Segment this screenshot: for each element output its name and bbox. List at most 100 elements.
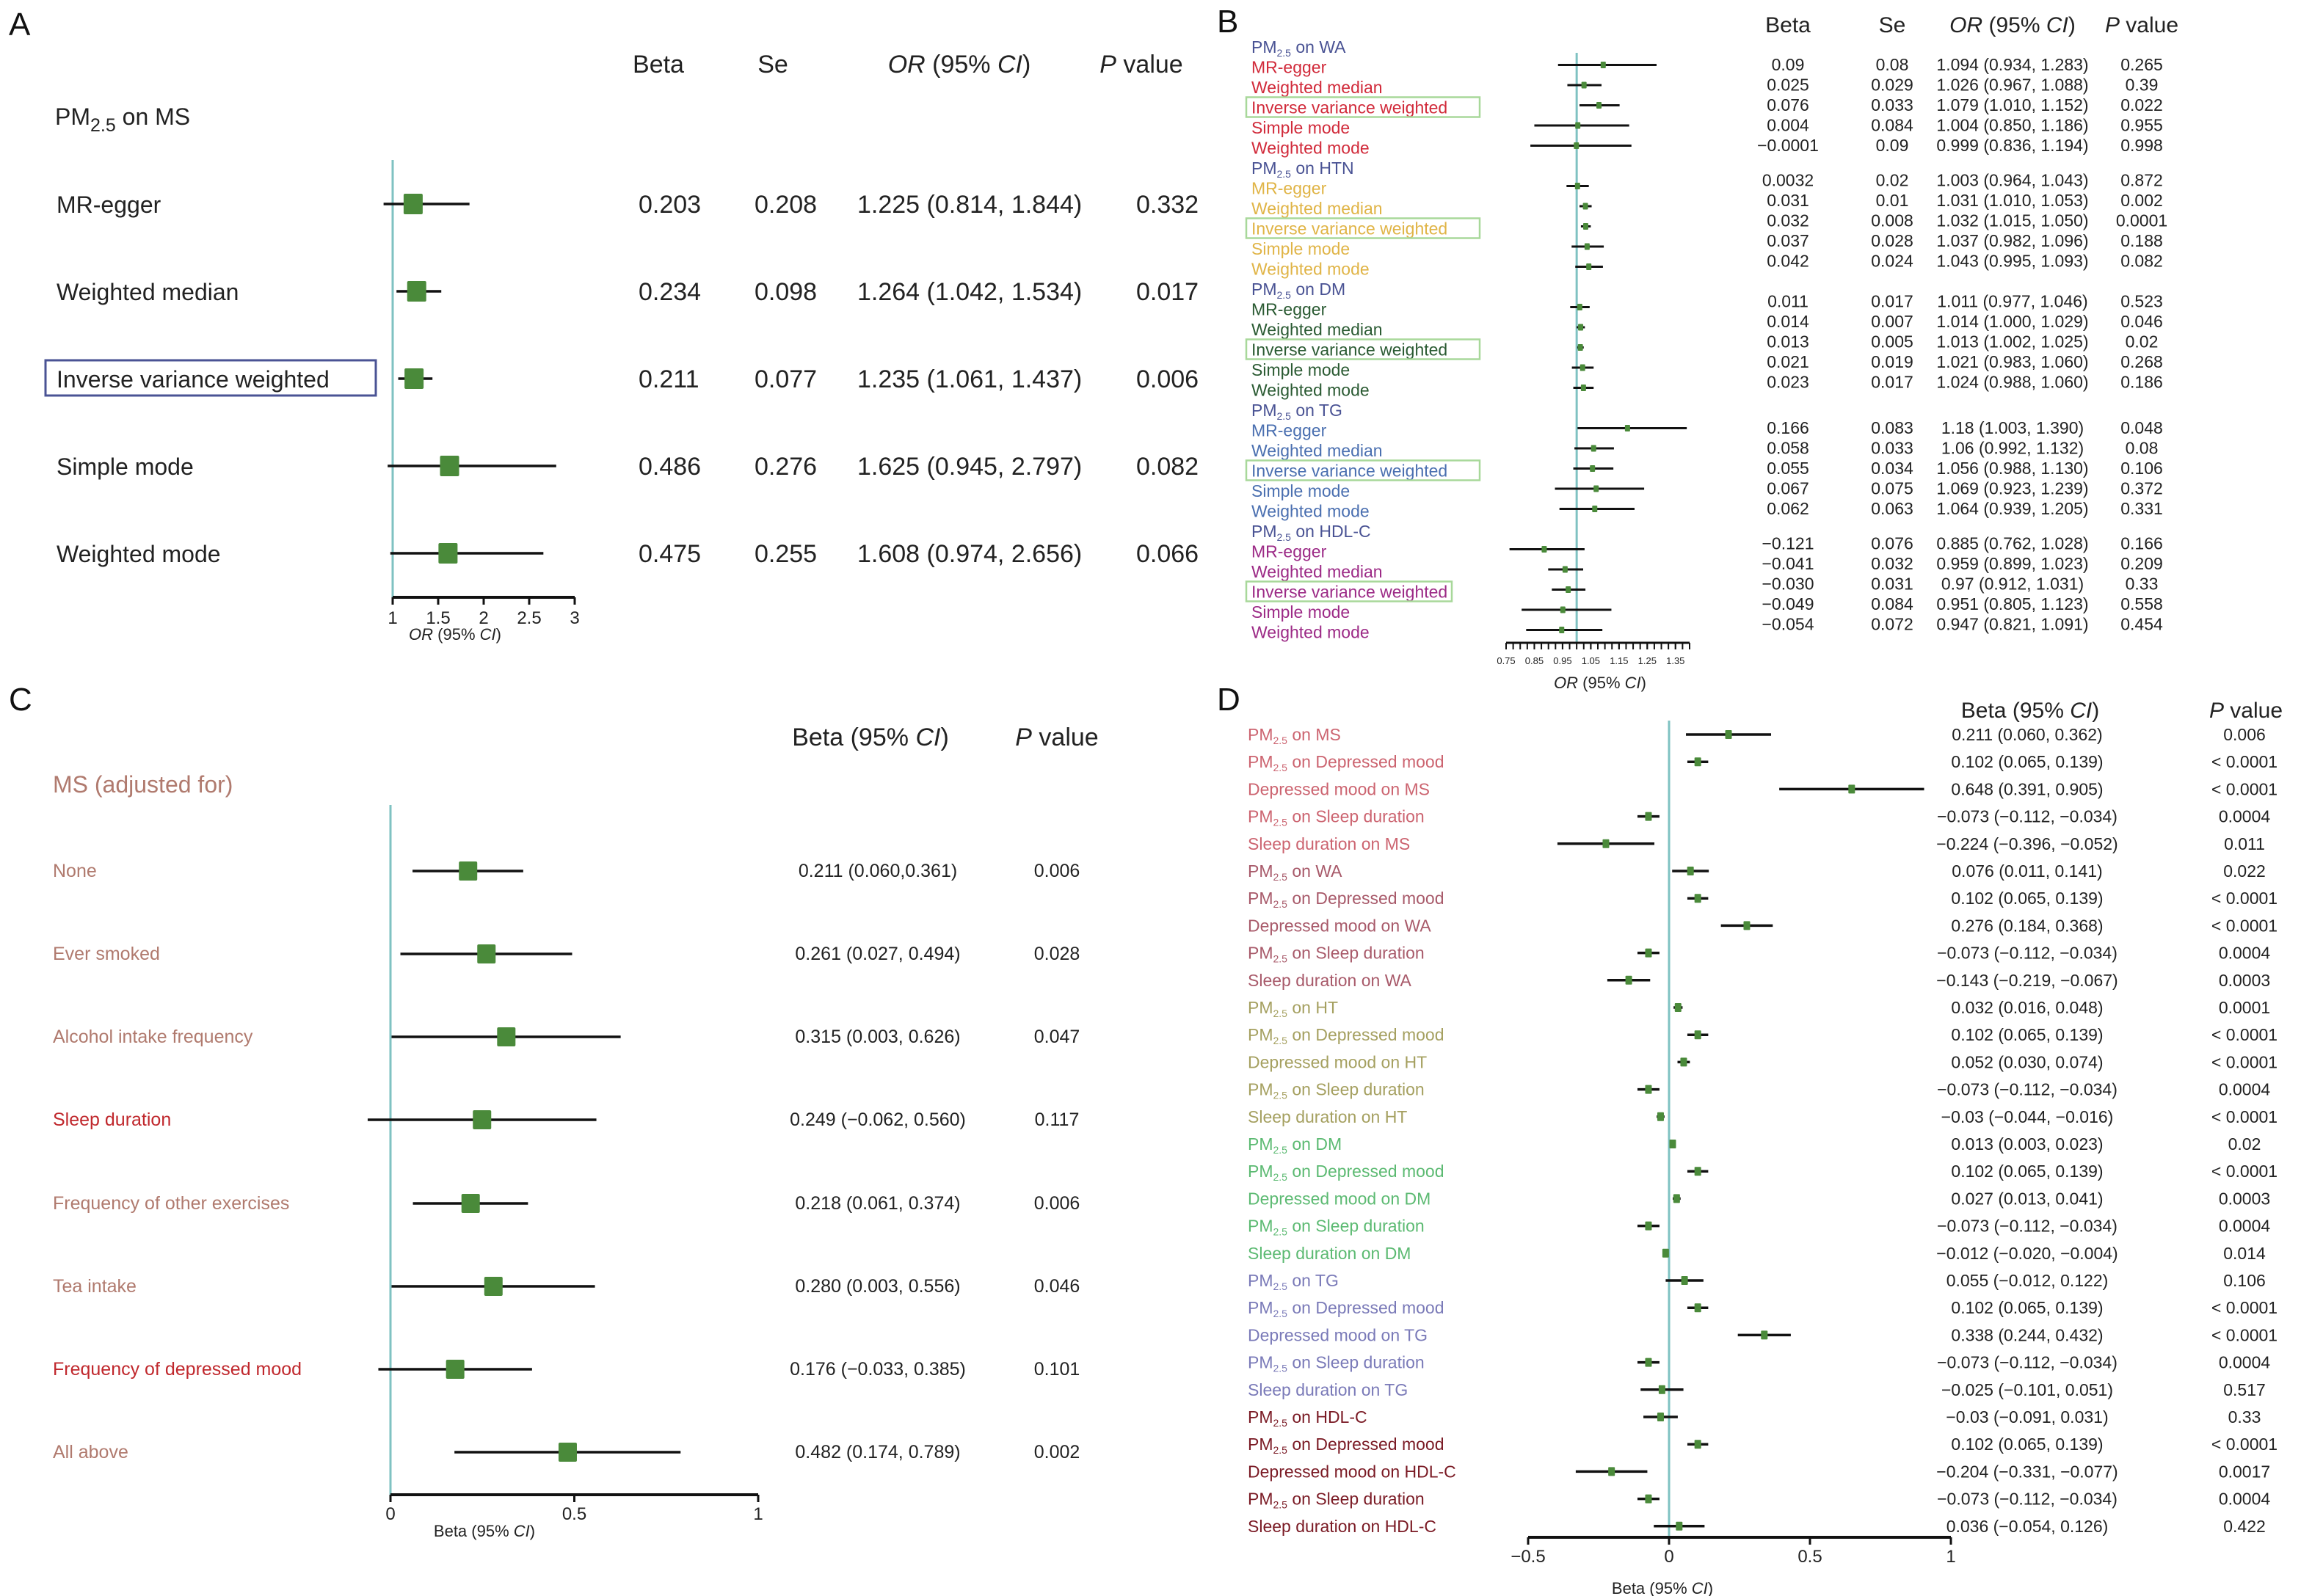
point-estimate-marker: [403, 194, 423, 214]
beta-value: 0.203: [639, 191, 701, 219]
point-estimate-marker: [404, 368, 424, 389]
point-estimate-marker: [1645, 1221, 1652, 1231]
point-estimate-marker: [1658, 1385, 1665, 1394]
p-value: 0.0003: [2219, 971, 2270, 990]
p-value: 0.046: [2120, 312, 2163, 331]
p-value: 0.523: [2120, 292, 2163, 311]
row-label: Simple mode: [57, 453, 194, 480]
beta-ci-value: 0.013 (0.003, 0.023): [1951, 1134, 2103, 1154]
or-ci-value: 1.06 (0.992, 1.132): [1941, 438, 2084, 457]
point-estimate-marker: [440, 456, 459, 476]
point-estimate-marker: [1600, 62, 1606, 68]
beta-ci-value: 0.076 (0.011, 0.141): [1952, 861, 2102, 881]
beta-value: 0.475: [639, 540, 701, 568]
point-estimate-marker: [1581, 81, 1587, 89]
p-value: < 0.0001: [2211, 916, 2278, 935]
row-label: Depressed mood on HDL-C: [1248, 1462, 1456, 1481]
point-estimate-marker: [1624, 425, 1630, 431]
p-value: < 0.0001: [2211, 1025, 2278, 1044]
panel-c: Beta (95% CI) P value MS (adjusted for) Non…: [53, 724, 1099, 1540]
p-value: 0.106: [2223, 1271, 2266, 1290]
point-estimate-marker: [1657, 1413, 1664, 1421]
or-ci-value: 1.013 (1.002, 1.025): [1936, 332, 2088, 351]
row-label: PM2.5 on HT: [1248, 998, 1338, 1019]
beta-value: 0.014: [1767, 312, 1809, 331]
row-label: Ever smoked: [53, 944, 160, 964]
p-value: 0.048: [2120, 418, 2163, 437]
p-value: 0.014: [2223, 1244, 2266, 1263]
se-value: 0.019: [1871, 352, 1913, 371]
point-estimate-marker: [1584, 243, 1590, 250]
beta-ci-value: 0.102 (0.065, 0.139): [1951, 752, 2103, 771]
or-ci-value: 0.959 (0.899, 1.023): [1936, 554, 2088, 573]
point-estimate-marker: [461, 1194, 480, 1213]
row-label: PM2.5 on HDL-C: [1248, 1407, 1367, 1429]
row-label: PM2.5 on Sleep duration: [1248, 1217, 1425, 1238]
row-label: Simple mode: [1251, 118, 1350, 137]
panel-d: Beta (95% CI) P value PM2.5 on MS 0.211 (0.…: [1248, 699, 2283, 1596]
highlight-box: [1245, 338, 1481, 360]
p-value: < 0.0001: [2211, 1052, 2278, 1071]
point-estimate-marker: [1574, 183, 1580, 189]
x-axis-title-text: OR (95% CI): [409, 625, 501, 644]
beta-value: 0.004: [1767, 115, 1809, 134]
highlight-box: [1245, 459, 1481, 481]
or-ci-value: 0.97 (0.912, 1.031): [1941, 575, 2084, 594]
point-estimate-marker: [1574, 142, 1579, 149]
row-label: Inverse variance weighted: [1251, 98, 1447, 117]
p-value: 0.0004: [2219, 807, 2271, 826]
or-ci-value: 0.885 (0.762, 1.028): [1936, 534, 2088, 553]
point-estimate-marker: [438, 543, 458, 564]
panel-label-d: D: [1217, 682, 1240, 718]
row-label: Alcohol intake frequency: [53, 1027, 253, 1047]
beta-ci-value: 0.102 (0.065, 0.139): [1951, 1298, 2103, 1317]
beta-value: −0.054: [1762, 615, 1814, 634]
or-ci-value: 1.043 (0.995, 1.093): [1936, 252, 2088, 271]
x-tick-label: 1: [1946, 1547, 1955, 1567]
beta-ci-value: −0.073 (−0.112, −0.034): [1937, 1353, 2117, 1372]
p-value: 0.0004: [2219, 1080, 2271, 1099]
beta-ci-value: 0.102 (0.065, 0.139): [1951, 1435, 2103, 1454]
beta-value: 0.234: [639, 278, 701, 306]
beta-ci-value: −0.073 (−0.112, −0.034): [1937, 1080, 2117, 1099]
row-label: Weighted mode: [1251, 502, 1370, 521]
p-value: 0.082: [2120, 252, 2163, 271]
point-estimate-marker: [1761, 1330, 1768, 1340]
beta-ci-value: −0.073 (−0.112, −0.034): [1937, 1217, 2117, 1236]
column-header-beta-ci: Beta (95% CI): [1961, 699, 2099, 723]
group-title: PM2.5 on WA: [1251, 37, 1346, 59]
se-value: 0.084: [1871, 594, 1913, 613]
row-label: Weighted median: [1251, 320, 1383, 339]
or-ci-value: 0.951 (0.805, 1.123): [1936, 594, 2088, 613]
column-header-or-ci: OR (95% CI): [1949, 13, 2076, 37]
beta-ci-value: −0.204 (−0.331, −0.077): [1936, 1462, 2117, 1481]
p-value: < 0.0001: [2211, 1162, 2278, 1181]
p-value: 0.006: [1034, 861, 1080, 881]
beta-value: 0.058: [1767, 438, 1809, 457]
x-tick-label: 1: [388, 608, 397, 628]
point-estimate-marker: [1676, 1521, 1683, 1531]
p-value: 0.0001: [2116, 211, 2167, 230]
x-axis-title-text: Beta (95% CI): [434, 1522, 535, 1540]
point-estimate-marker: [1578, 324, 1584, 331]
panel-a-title: PM2.5 on MS: [55, 103, 190, 136]
x-tick-label: 1: [753, 1504, 763, 1524]
point-estimate-marker: [484, 1277, 503, 1296]
panel-label-a: A: [9, 7, 31, 43]
point-estimate-marker: [1580, 385, 1586, 391]
p-value: 0.372: [2120, 478, 2163, 498]
beta-ci-value: −0.012 (−0.020, −0.004): [1936, 1244, 2117, 1263]
row-label: Inverse variance weighted: [57, 366, 330, 393]
row-label: Weighted median: [1251, 441, 1383, 460]
or-ci-value: 1.011 (0.977, 1.046): [1937, 292, 2087, 311]
point-estimate-marker: [1625, 975, 1632, 985]
row-label: Weighted median: [57, 279, 239, 305]
row-label: PM2.5 on Sleep duration: [1248, 1353, 1425, 1374]
row-label: All above: [53, 1442, 128, 1462]
se-value: 0.02: [1876, 171, 1909, 190]
group-title: PM2.5 on HDL-C: [1251, 522, 1371, 543]
p-value: 0.166: [2120, 534, 2163, 553]
p-value: 0.08: [2126, 438, 2159, 457]
point-estimate-marker: [1591, 445, 1596, 452]
row-label: Depressed mood on MS: [1248, 779, 1430, 798]
